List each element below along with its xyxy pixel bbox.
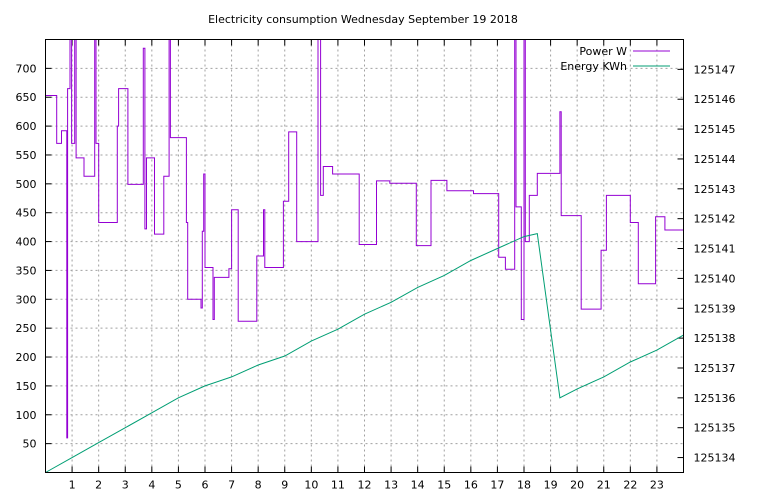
- y2-tick-label: 125144: [694, 153, 736, 166]
- y2-tick-label: 125145: [694, 123, 736, 136]
- y2-tick-label: 125146: [694, 93, 736, 106]
- y2-tick-label: 125138: [694, 332, 736, 345]
- y2-tick-label: 125135: [694, 422, 736, 435]
- energy-series-line: [45, 232, 684, 473]
- y2-tick-label: 125137: [694, 362, 736, 375]
- x-tick-label: 6: [202, 479, 209, 492]
- x-tick-label: 2: [95, 479, 102, 492]
- x-tick-label: 7: [228, 479, 235, 492]
- x-tick-label: 3: [122, 479, 129, 492]
- x-tick-label: 10: [304, 479, 318, 492]
- y-tick-label: 550: [16, 149, 37, 162]
- power-series-line: [45, 39, 684, 439]
- x-tick-label: 23: [650, 479, 664, 492]
- y-tick-label: 200: [16, 351, 37, 364]
- plot-frame: [45, 39, 684, 473]
- y2-tick-label: 125140: [694, 272, 736, 285]
- x-tick-label: 1: [69, 479, 76, 492]
- y-tick-label: 400: [16, 236, 37, 249]
- y-tick-label: 700: [16, 62, 37, 75]
- x-tick-label: 11: [331, 479, 345, 492]
- x-tick-label: 5: [175, 479, 182, 492]
- chart-title: Electricity consumption Wednesday Septem…: [208, 13, 518, 26]
- y-tick-label: 450: [16, 207, 37, 220]
- y2-tick-label: 125136: [694, 392, 736, 405]
- y2-tick-label: 125147: [694, 63, 736, 76]
- axis-tick-labels: 1 2 3 4 5 6 7 8 9 10 11 12 13 14 15 16 17 18 19 20 21 22 23501…: [16, 62, 736, 491]
- y-tick-label: 100: [16, 409, 37, 422]
- x-tick-label: 9: [281, 479, 288, 492]
- x-tick-label: 13: [384, 479, 398, 492]
- y2-tick-label: 125143: [694, 183, 736, 196]
- x-tick-label: 20: [570, 479, 584, 492]
- y2-tick-label: 125142: [694, 213, 736, 226]
- x-tick-label: 4: [148, 479, 155, 492]
- x-tick-label: 19: [544, 479, 558, 492]
- y-tick-label: 250: [16, 322, 37, 335]
- y-tick-label: 150: [16, 380, 37, 393]
- legend-label: Energy KWh: [560, 60, 627, 73]
- x-tick-label: 14: [411, 479, 425, 492]
- y2-tick-label: 125134: [694, 452, 736, 465]
- x-tick-label: 15: [437, 479, 451, 492]
- y-tick-label: 300: [16, 293, 37, 306]
- y-tick-label: 650: [16, 91, 37, 104]
- x-tick-label: 21: [597, 479, 611, 492]
- x-tick-label: 18: [517, 479, 531, 492]
- y-tick-label: 500: [16, 178, 37, 191]
- x-tick-label: 12: [358, 479, 372, 492]
- x-tick-label: 22: [623, 479, 637, 492]
- y-tick-label: 350: [16, 264, 37, 277]
- y-tick-label: 600: [16, 120, 37, 133]
- legend-label: Power W: [579, 45, 627, 58]
- x-tick-label: 17: [490, 479, 504, 492]
- x-tick-label: 8: [255, 479, 262, 492]
- legend: Power W Energy KWh: [560, 45, 670, 73]
- y2-tick-label: 125139: [694, 302, 736, 315]
- y-tick-label: 50: [23, 438, 37, 451]
- series-lines: [45, 39, 684, 473]
- y2-tick-label: 125141: [694, 243, 736, 256]
- x-tick-label: 16: [464, 479, 478, 492]
- grid: [45, 39, 684, 473]
